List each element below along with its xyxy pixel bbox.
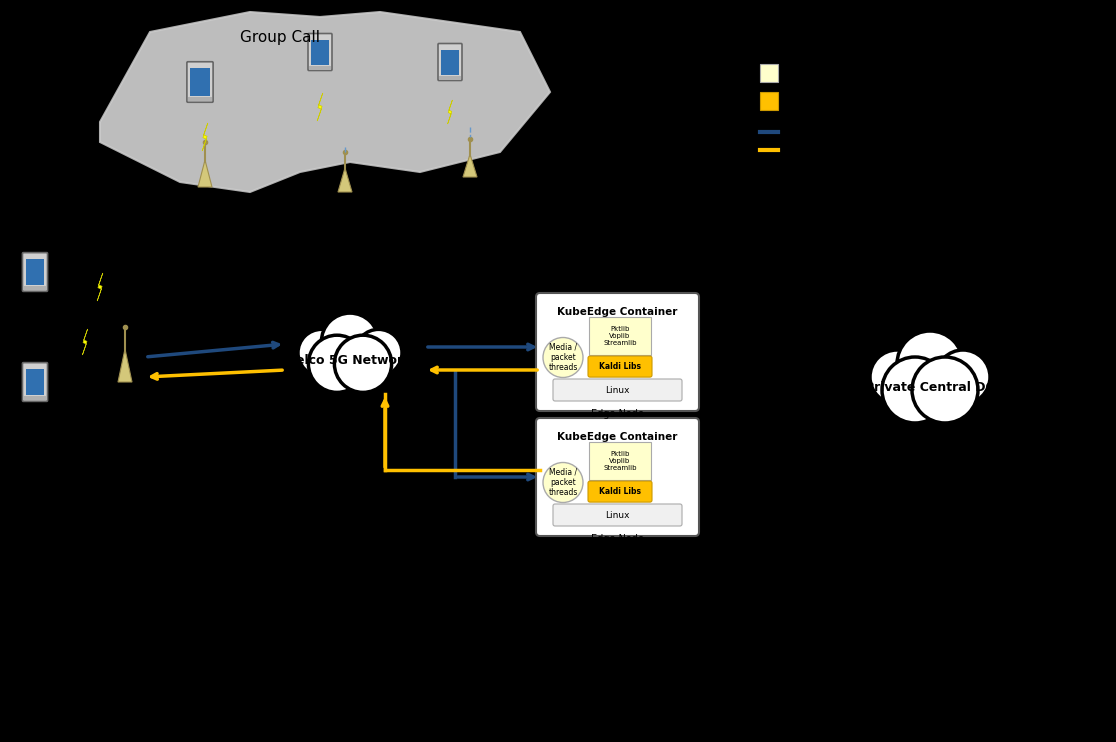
Circle shape bbox=[870, 350, 924, 404]
FancyBboxPatch shape bbox=[308, 33, 331, 70]
Polygon shape bbox=[463, 154, 477, 177]
Text: Linux: Linux bbox=[605, 510, 629, 519]
Text: Media /
packet
threads: Media / packet threads bbox=[548, 467, 578, 497]
FancyBboxPatch shape bbox=[186, 62, 213, 102]
Bar bbox=[23, 286, 47, 290]
FancyBboxPatch shape bbox=[311, 39, 329, 65]
Text: Kaldi Libs: Kaldi Libs bbox=[599, 362, 641, 371]
Circle shape bbox=[882, 357, 947, 423]
Text: Media /
packet
threads: Media / packet threads bbox=[548, 343, 578, 372]
Text: Edge Node: Edge Node bbox=[591, 534, 644, 544]
Circle shape bbox=[936, 350, 990, 404]
Circle shape bbox=[543, 338, 583, 378]
Text: Private Central DC: Private Central DC bbox=[865, 381, 994, 393]
FancyBboxPatch shape bbox=[26, 369, 45, 395]
FancyBboxPatch shape bbox=[588, 481, 652, 502]
Polygon shape bbox=[97, 273, 103, 301]
FancyBboxPatch shape bbox=[22, 363, 48, 401]
FancyBboxPatch shape bbox=[536, 293, 699, 411]
Circle shape bbox=[298, 329, 345, 376]
Polygon shape bbox=[83, 329, 87, 355]
Text: Pktlib
Voplib
Streamlib: Pktlib Voplib Streamlib bbox=[604, 451, 637, 471]
Polygon shape bbox=[317, 93, 323, 121]
Circle shape bbox=[912, 357, 978, 423]
Polygon shape bbox=[202, 123, 208, 151]
Bar bbox=[187, 97, 212, 101]
Text: Telco 5G Network: Telco 5G Network bbox=[289, 353, 411, 367]
FancyBboxPatch shape bbox=[536, 418, 699, 536]
FancyBboxPatch shape bbox=[589, 442, 651, 480]
Text: Edge Node: Edge Node bbox=[591, 409, 644, 419]
Bar bbox=[760, 64, 778, 82]
Text: Kaldi Libs: Kaldi Libs bbox=[599, 487, 641, 496]
Circle shape bbox=[897, 331, 963, 397]
FancyBboxPatch shape bbox=[554, 379, 682, 401]
Circle shape bbox=[335, 335, 392, 393]
FancyBboxPatch shape bbox=[437, 44, 462, 80]
Text: Linux: Linux bbox=[605, 386, 629, 395]
FancyBboxPatch shape bbox=[554, 504, 682, 526]
Text: KubeEdge Container: KubeEdge Container bbox=[557, 307, 677, 317]
FancyBboxPatch shape bbox=[22, 252, 48, 292]
FancyBboxPatch shape bbox=[589, 317, 651, 355]
Polygon shape bbox=[338, 168, 352, 192]
Bar bbox=[309, 65, 331, 70]
Circle shape bbox=[308, 335, 366, 393]
FancyBboxPatch shape bbox=[190, 68, 210, 96]
Polygon shape bbox=[100, 12, 550, 192]
Text: Group Call: Group Call bbox=[240, 30, 320, 45]
Circle shape bbox=[321, 313, 378, 370]
FancyBboxPatch shape bbox=[441, 50, 459, 74]
Circle shape bbox=[543, 462, 583, 502]
Text: KubeEdge Container: KubeEdge Container bbox=[557, 432, 677, 442]
Bar bbox=[23, 396, 47, 401]
Bar bbox=[760, 92, 778, 110]
Polygon shape bbox=[448, 100, 452, 124]
Circle shape bbox=[355, 329, 402, 376]
FancyBboxPatch shape bbox=[26, 259, 45, 285]
FancyBboxPatch shape bbox=[588, 356, 652, 377]
Bar bbox=[439, 76, 461, 79]
Polygon shape bbox=[118, 349, 132, 382]
Polygon shape bbox=[198, 160, 212, 187]
Text: Pktlib
Voplib
Streamlib: Pktlib Voplib Streamlib bbox=[604, 326, 637, 347]
